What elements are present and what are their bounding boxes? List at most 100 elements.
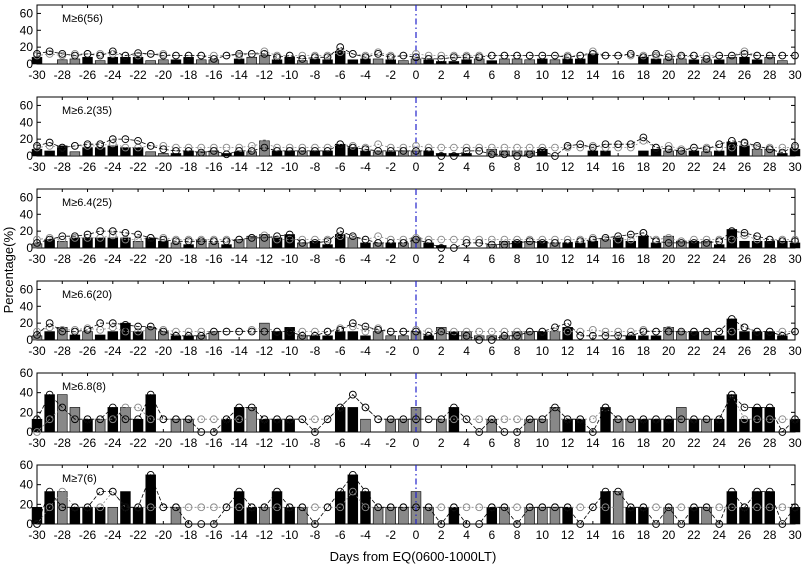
- gray-circle-marker: [740, 415, 749, 424]
- x-tick-label: -16: [205, 344, 223, 358]
- gray-circle-marker: [134, 235, 142, 244]
- black-circle-marker: [146, 470, 155, 479]
- bar: [739, 506, 750, 525]
- x-tick-label: -22: [129, 528, 147, 542]
- bar: [334, 143, 346, 157]
- black-circle-marker: [134, 49, 142, 57]
- x-tick-label: -8: [310, 160, 321, 174]
- black-circle-marker: [412, 53, 420, 62]
- bar: [120, 322, 131, 341]
- black-circle-marker: [753, 487, 761, 496]
- x-tick-label: 14: [586, 252, 600, 266]
- bar: [284, 506, 295, 525]
- x-tick-label: 28: [763, 528, 777, 542]
- bar: [486, 60, 498, 65]
- gray-circle-marker: [134, 403, 142, 412]
- bar: [94, 506, 106, 525]
- x-tick-label: 24: [713, 528, 727, 542]
- black-circle-marker: [677, 415, 686, 424]
- gray-circle-marker: [412, 142, 420, 150]
- x-tick-label: 20: [662, 528, 676, 542]
- bar: [107, 237, 119, 249]
- bar: [587, 240, 599, 249]
- black-circle-marker: [184, 147, 193, 155]
- bar: [170, 418, 182, 433]
- black-circle-marker: [374, 50, 382, 58]
- black-circle-marker: [450, 152, 458, 160]
- black-circle-marker: [437, 244, 446, 252]
- gray-circle-marker: [45, 503, 54, 512]
- x-tick-label: 14: [586, 344, 600, 358]
- black-circle-marker: [563, 142, 572, 150]
- black-circle-marker: [462, 147, 471, 155]
- gray-circle-marker: [235, 503, 243, 512]
- black-circle-marker: [626, 50, 635, 58]
- black-circle-marker: [361, 322, 370, 331]
- bar: [132, 147, 144, 157]
- gray-circle-marker: [437, 143, 446, 152]
- gray-circle-marker: [348, 487, 357, 496]
- black-circle-marker: [500, 428, 509, 436]
- bar: [170, 335, 182, 341]
- panel-label: M≥6.4(25): [62, 197, 112, 209]
- black-circle-marker: [727, 315, 736, 323]
- gray-circle-marker: [260, 231, 269, 240]
- black-circle-marker: [83, 415, 92, 424]
- black-circle-marker: [753, 51, 761, 60]
- black-circle-marker: [525, 51, 534, 60]
- bar: [638, 506, 649, 525]
- gray-circle-marker: [576, 327, 585, 336]
- bar: [764, 56, 775, 65]
- black-circle-marker: [121, 320, 130, 329]
- gray-circle-marker: [298, 51, 307, 60]
- gray-circle-marker: [500, 415, 509, 424]
- black-circle-marker: [273, 415, 281, 424]
- x-tick-label: -10: [281, 344, 299, 358]
- black-circle-marker: [298, 147, 307, 155]
- x-tick-label: 16: [611, 68, 625, 82]
- bar: [688, 59, 700, 65]
- gray-circle-marker: [462, 235, 471, 244]
- bar: [676, 58, 687, 65]
- black-circle-marker: [134, 503, 142, 512]
- x-tick-label: 8: [514, 344, 521, 358]
- gray-circle-marker: [715, 503, 724, 512]
- gray-circle-marker: [184, 143, 193, 152]
- bar: [183, 56, 194, 65]
- x-tick-label: 10: [536, 436, 550, 450]
- bar: [360, 58, 371, 65]
- black-circle-marker: [298, 415, 307, 424]
- bar: [663, 418, 674, 433]
- gray-circle-marker: [33, 327, 41, 336]
- x-tick-label: 12: [561, 252, 575, 266]
- bar: [726, 229, 738, 249]
- bar: [726, 56, 738, 65]
- x-tick-label: -4: [360, 528, 371, 542]
- black-circle-marker: [601, 234, 610, 242]
- bar: [764, 240, 775, 249]
- bar: [145, 60, 156, 65]
- black-circle-marker: [513, 51, 521, 60]
- black-circle-marker: [336, 403, 345, 412]
- y-axis-title: Percentage(%): [1, 227, 16, 314]
- black-circle-marker: [791, 237, 799, 246]
- black-circle-marker: [121, 415, 130, 424]
- black-circle-marker: [273, 147, 281, 155]
- x-tick-label: 10: [536, 160, 550, 174]
- black-circle-marker: [589, 50, 597, 58]
- black-circle-marker: [71, 415, 79, 424]
- x-tick-label: 28: [763, 68, 777, 82]
- gray-circle-marker: [285, 235, 294, 244]
- gray-circle-marker: [146, 415, 155, 424]
- black-circle-marker: [247, 147, 256, 155]
- bar: [524, 59, 535, 65]
- bar: [170, 506, 182, 525]
- x-tick-label: 22: [687, 436, 701, 450]
- gray-circle-marker: [778, 503, 787, 512]
- black-circle-marker: [715, 51, 724, 60]
- black-circle-marker: [386, 503, 395, 512]
- bar: [259, 55, 270, 65]
- black-circle-marker: [500, 503, 509, 512]
- x-tick-label: -6: [335, 344, 346, 358]
- black-circle-marker: [601, 487, 610, 496]
